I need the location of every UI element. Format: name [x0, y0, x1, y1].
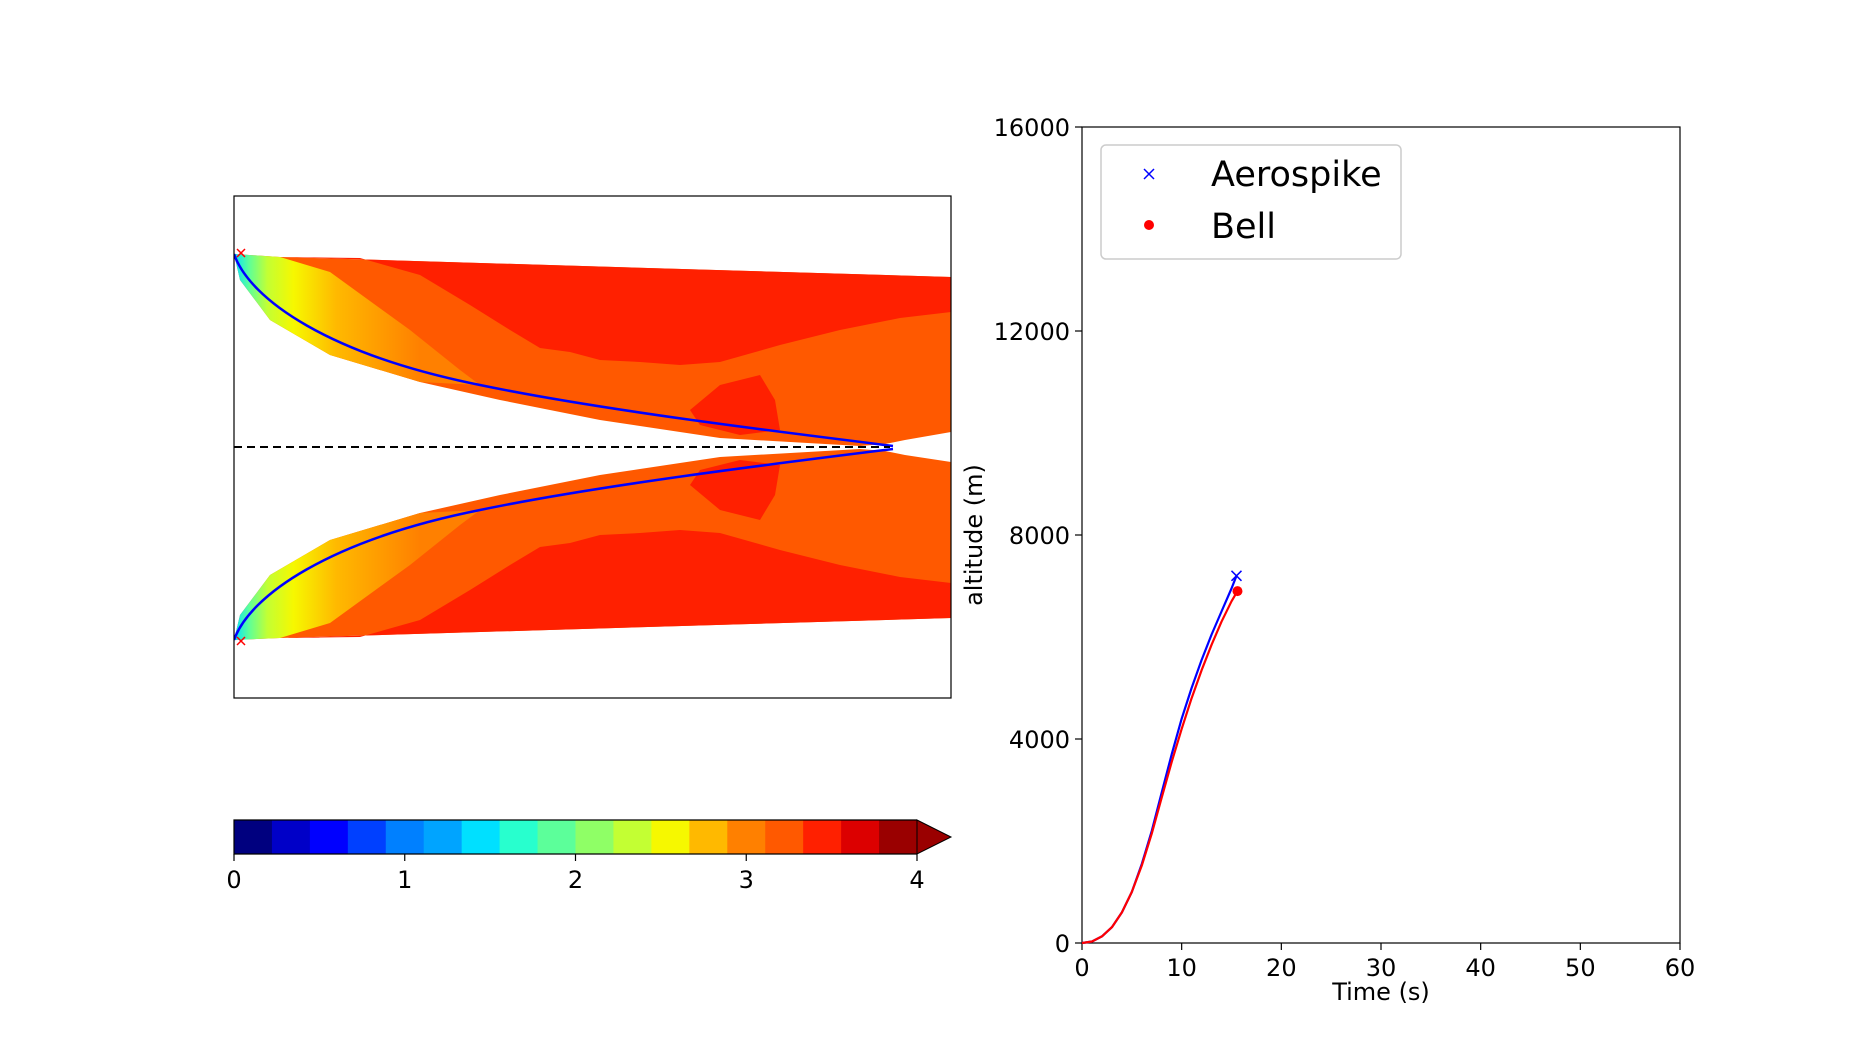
x-axis-label: Time (s) — [1331, 978, 1430, 1006]
contour-upper-fan — [234, 254, 480, 385]
y-axis-label: altitude (m) — [960, 464, 988, 606]
contour-frame — [233, 195, 952, 699]
legend-box — [1100, 144, 1402, 260]
colorbar-cell — [385, 820, 425, 854]
legend: Aerospike Bell — [1100, 144, 1402, 260]
colorbar-extend-arrow — [916, 819, 953, 855]
colorbar-tick-label: 1 — [397, 866, 412, 894]
colorbar-tick-label: 3 — [739, 866, 754, 894]
colorbar-cells — [234, 820, 918, 854]
legend-aerospike-marker — [1143, 168, 1155, 180]
colorbar-ticks: 0 1 2 3 4 — [226, 854, 925, 894]
colorbar-cell — [727, 820, 766, 854]
colorbar-cell — [841, 820, 880, 854]
colorbar-cell — [347, 820, 387, 854]
x-tick-label: 40 — [1465, 954, 1496, 982]
legend-aerospike-label: Aerospike — [1211, 155, 1382, 195]
x-tick-label: 60 — [1665, 954, 1696, 982]
colorbar-cell — [765, 820, 804, 854]
x-tick-label: 20 — [1266, 954, 1297, 982]
altitude-series — [1081, 570, 1243, 945]
colorbar-cell — [423, 820, 463, 854]
contour-panel — [233, 195, 952, 699]
spike-contour-lower — [234, 447, 894, 641]
colorbar-cell — [879, 820, 918, 854]
colorbar-cell — [689, 820, 728, 854]
contour-lower-blob — [690, 460, 780, 520]
y-tick-label: 16000 — [994, 114, 1070, 142]
x-tick-label: 0 — [1074, 954, 1089, 982]
x-tick-label: 50 — [1565, 954, 1596, 982]
spike-contour-upper — [234, 253, 894, 448]
legend-bell-marker — [1144, 220, 1154, 230]
colorbar-cell — [651, 820, 690, 854]
series-endpoint-bell — [1232, 586, 1243, 597]
colorbar-cell — [499, 820, 539, 854]
legend-bell-label: Bell — [1211, 207, 1276, 247]
colorbar-tick-label: 4 — [909, 866, 924, 894]
y-tick-label: 8000 — [1009, 522, 1070, 550]
colorbar-cell — [613, 820, 652, 854]
colorbar-cell — [271, 820, 311, 854]
colorbar-tick-label: 2 — [568, 866, 583, 894]
y-tick-label: 0 — [1055, 930, 1070, 958]
contour-field — [234, 248, 951, 646]
y-axis-ticks: 0 4000 8000 12000 16000 — [994, 114, 1082, 958]
y-tick-label: 4000 — [1009, 726, 1070, 754]
lip-marker-upper — [236, 248, 246, 258]
x-tick-label: 10 — [1166, 954, 1197, 982]
altitude-plot-area — [1081, 126, 1681, 944]
colorbar-cell — [537, 820, 576, 854]
colorbar-cell — [803, 820, 842, 854]
colorbar-cell — [461, 820, 501, 854]
contour-lower-fan — [234, 510, 480, 640]
series-endpoint-aerospike — [1230, 570, 1243, 582]
altitude-chart: 0 10 20 30 40 50 60 0 4000 8000 12000 16000 Time (… — [960, 114, 1695, 1006]
colorbar-cell — [309, 820, 349, 854]
x-axis-ticks: 0 10 20 30 40 50 60 — [1074, 943, 1695, 982]
series-line-bell — [1081, 590, 1239, 945]
contour-upper-red — [280, 257, 951, 365]
contour-lower-red — [280, 530, 951, 638]
y-tick-label: 12000 — [994, 318, 1070, 346]
colorbar-cell — [575, 820, 614, 854]
lip-marker-lower — [236, 636, 246, 646]
colorbar: 0 1 2 3 4 — [226, 819, 953, 894]
colorbar-cell — [234, 820, 273, 854]
x-tick-label: 30 — [1366, 954, 1397, 982]
contour-upper-blob — [690, 375, 780, 435]
colorbar-tick-label: 0 — [226, 866, 241, 894]
